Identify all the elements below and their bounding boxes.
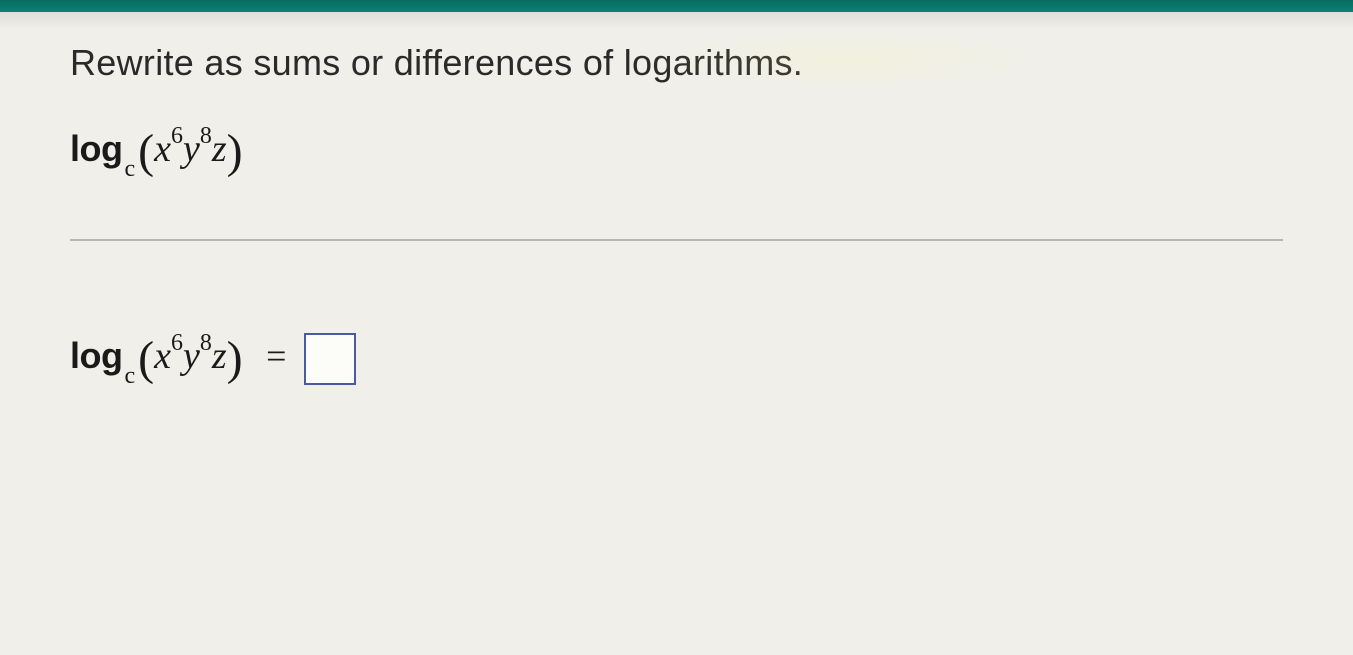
exp-8: 8 [200,123,212,149]
open-paren-answer: ( [138,332,154,385]
answer-row: logc(x6y8z) = [70,331,1283,386]
var-z: z [212,128,227,170]
open-paren: ( [138,125,154,178]
close-paren: ) [227,125,243,178]
section-divider [70,239,1283,241]
log-function-answer: log [70,335,122,376]
log-base: c [124,156,135,182]
given-expression: logc(x6y8z) [70,124,1283,179]
exp-6-answer: 6 [171,330,183,356]
var-y: y [183,128,200,170]
log-base-answer: c [124,363,135,389]
exp-8-answer: 8 [200,330,212,356]
var-x: x [154,128,171,170]
log-function: log [70,128,122,169]
question-prompt: Rewrite as sums or differences of logari… [70,42,1283,84]
var-z-answer: z [212,335,227,377]
exp-6: 6 [171,123,183,149]
var-x-answer: x [154,335,171,377]
equals-sign: = [266,336,286,376]
answer-expression: logc(x6y8z) = [70,331,286,386]
var-y-answer: y [183,335,200,377]
top-bar [0,0,1353,12]
answer-input-box[interactable] [304,333,356,385]
content-area: Rewrite as sums or differences of logari… [0,12,1353,426]
close-paren-answer: ) [227,332,243,385]
